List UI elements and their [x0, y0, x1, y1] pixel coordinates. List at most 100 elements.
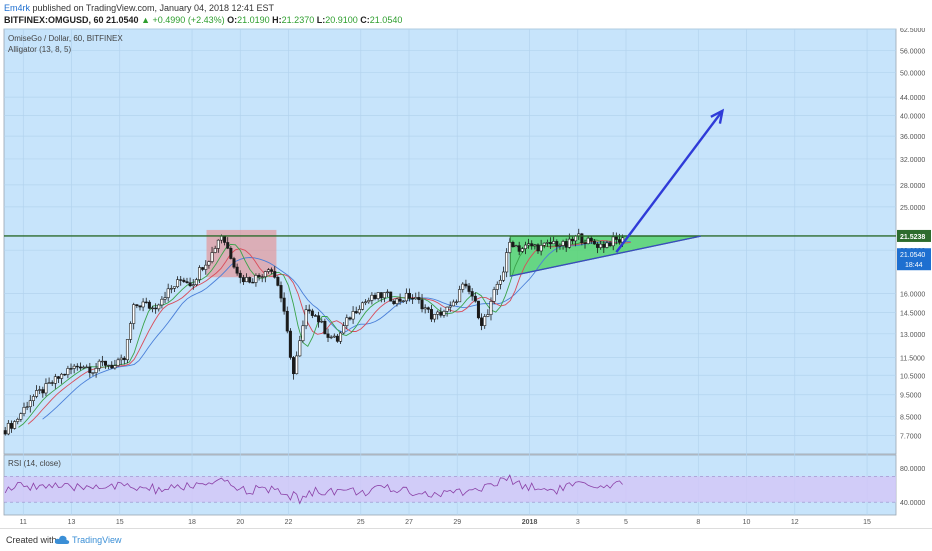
candle-body: [185, 281, 189, 284]
price-axis-label: 16.0000: [900, 292, 925, 299]
rsi-axis-label: 80.0000: [900, 466, 925, 473]
main-legend-title[interactable]: OmiseGo / Dollar, 60, BITFINEX: [8, 34, 123, 43]
candle-body: [564, 241, 568, 248]
price-axis-label: 40.0000: [900, 114, 925, 121]
candle-body: [3, 430, 7, 435]
time-axis-label: 18: [188, 519, 196, 526]
candle-body: [445, 306, 449, 312]
price-axis-label: 50.0000: [900, 70, 925, 77]
candle-body: [113, 365, 117, 369]
time-axis[interactable]: 11 13 15 18 20 22 25 27 29 2018 3 5 8 10 12 15: [20, 519, 871, 526]
candle-body: [56, 376, 60, 379]
candle-body: [558, 245, 562, 247]
candle-body: [433, 314, 437, 320]
time-axis-label: 15: [116, 519, 124, 526]
candle-body: [304, 309, 308, 327]
chart-header: Em4rk published on TradingView.com, Janu…: [0, 0, 932, 28]
candle-body: [458, 289, 462, 303]
time-axis-label: 11: [20, 519, 27, 526]
time-axis-label: 3: [576, 519, 580, 526]
candle-body: [135, 304, 139, 307]
candle-body: [6, 423, 10, 435]
candle-body: [238, 272, 242, 278]
candle-body: [191, 284, 195, 287]
candle-body: [263, 271, 267, 278]
author-link[interactable]: Em4rk: [4, 3, 31, 13]
candle-body: [342, 325, 346, 334]
candle-body: [602, 243, 606, 248]
candle-body: [401, 300, 405, 302]
candle-body: [542, 242, 546, 246]
candle-body: [151, 307, 155, 310]
candle-body: [72, 365, 76, 369]
price-axis-label: 62.5000: [900, 27, 925, 34]
candle-body: [66, 368, 70, 375]
candle-body: [31, 396, 35, 401]
candle-body: [599, 243, 603, 248]
price-axis-label: 13.0000: [900, 332, 925, 339]
candle-body: [505, 252, 509, 273]
candle-body: [407, 292, 411, 299]
candle-body: [511, 241, 515, 248]
candle-body: [44, 383, 48, 394]
tradingview-brand[interactable]: TradingView: [72, 535, 122, 545]
symbol-line: BITFINEX:OMGUSD, 60 21.0540 ▲ +0.4990 (+…: [4, 15, 402, 25]
time-axis-label: 12: [791, 519, 799, 526]
candle-body: [82, 366, 86, 369]
candle-body: [392, 300, 396, 305]
candle-body: [163, 297, 167, 300]
candle-body: [398, 298, 402, 302]
candle-body: [508, 241, 512, 253]
candle-body: [13, 421, 17, 429]
price-axis-label: 9.5000: [900, 393, 922, 400]
candle-body: [502, 271, 506, 281]
candle-body: [480, 317, 484, 326]
candle-body: [429, 309, 433, 320]
candle-body: [38, 389, 42, 391]
last-price-value: 21.0540: [900, 252, 925, 259]
candle-body: [414, 297, 418, 300]
ascending-trendline: [510, 235, 701, 277]
candle-body: [335, 335, 339, 342]
candle-body: [555, 241, 559, 247]
candle-body: [288, 330, 292, 358]
candle-body: [436, 311, 440, 315]
rsi-legend[interactable]: RSI (14, close): [8, 459, 61, 468]
candle-body: [473, 295, 477, 302]
candle-body: [426, 307, 430, 310]
price-candles: [3, 228, 625, 436]
candle-body: [213, 248, 217, 253]
candle-body: [219, 235, 223, 241]
candle-body: [279, 285, 283, 299]
alligator-lips-line: [18, 238, 627, 428]
last-price-tag: [897, 248, 931, 271]
alligator-legend[interactable]: Alligator (13, 8, 5): [8, 45, 72, 54]
candle-body: [483, 316, 487, 326]
candle-body: [182, 279, 186, 282]
candle-body: [470, 291, 474, 297]
open-value: 21.0190: [237, 15, 270, 25]
time-axis-label: 27: [405, 519, 413, 526]
price-axis[interactable]: 62.5000 56.0000 50.0000 44.0000 40.0000 36.00…: [900, 27, 925, 507]
candle-body: [530, 243, 534, 247]
candle-body: [144, 301, 148, 304]
candle-body: [498, 279, 502, 285]
candle-body: [345, 317, 349, 326]
candle-body: [552, 241, 556, 245]
candle-body: [198, 267, 202, 280]
candle-body: [536, 244, 540, 252]
candle-body: [282, 297, 286, 312]
price-axis-label: 28.0000: [900, 183, 925, 190]
symbol-name[interactable]: BITFINEX:OMGUSD, 60: [4, 15, 104, 25]
candle-body: [357, 309, 361, 314]
candle-body: [495, 284, 499, 290]
candle-body: [172, 286, 176, 289]
candle-body: [232, 258, 236, 268]
candle-body: [292, 357, 296, 375]
candle-body: [514, 245, 518, 248]
candle-body: [373, 294, 377, 299]
candle-body: [382, 292, 386, 299]
candle-body: [570, 238, 574, 242]
candle-body: [364, 301, 368, 304]
